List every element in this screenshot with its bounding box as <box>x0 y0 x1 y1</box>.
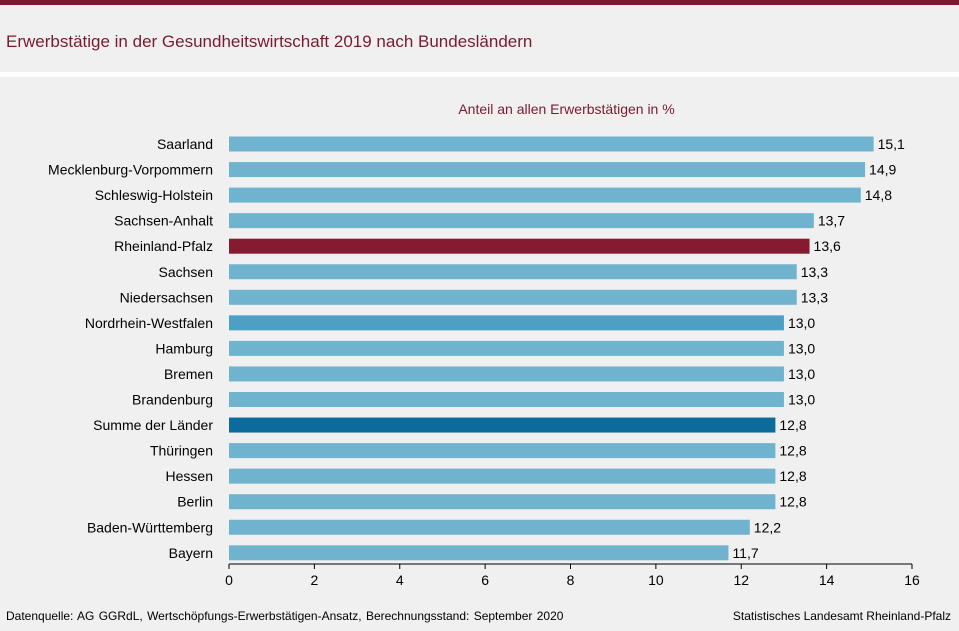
x-tick-label: 10 <box>648 572 664 588</box>
bar <box>229 289 797 305</box>
category-label: Schleswig-Holstein <box>95 187 213 203</box>
bar-chart: Anteil an allen Erwerbstätigen in % Saarl… <box>48 101 920 588</box>
top-accent-rule <box>0 0 959 5</box>
publisher-credit: Statistisches Landesamt Rheinland-Pfalz <box>732 609 951 623</box>
value-label: 13,7 <box>818 213 845 229</box>
category-label: Hamburg <box>155 340 213 356</box>
bar <box>229 366 784 382</box>
value-label: 13,3 <box>801 264 828 280</box>
x-tick-label: 16 <box>904 572 920 588</box>
bar <box>229 468 776 484</box>
bar <box>229 545 729 561</box>
value-label: 12,8 <box>779 494 806 510</box>
value-label: 12,8 <box>779 417 806 433</box>
bar <box>229 162 866 178</box>
category-label: Nordrhein-Westfalen <box>85 315 213 331</box>
value-label: 14,8 <box>865 187 892 203</box>
value-label: 13,6 <box>814 238 841 254</box>
category-label: Saarland <box>157 136 213 152</box>
category-label: Sachsen <box>159 264 213 280</box>
value-label: 12,8 <box>779 468 806 484</box>
bar <box>229 187 861 203</box>
value-label: 13,0 <box>788 315 815 331</box>
bar <box>229 213 814 229</box>
bar <box>229 315 784 331</box>
bar <box>229 238 810 254</box>
category-label: Summe der Länder <box>93 417 213 433</box>
x-tick-label: 0 <box>225 572 233 588</box>
category-label: Bayern <box>169 545 213 561</box>
value-label: 13,0 <box>788 392 815 408</box>
value-label: 12,2 <box>754 519 781 535</box>
chart-subtitle: Anteil an allen Erwerbstätigen in % <box>458 101 674 117</box>
category-label: Sachsen-Anhalt <box>114 213 213 229</box>
value-label: 13,0 <box>788 340 815 356</box>
bar <box>229 443 776 459</box>
bar <box>229 494 776 510</box>
value-label: 15,1 <box>878 136 905 152</box>
x-tick-label: 14 <box>819 572 835 588</box>
bar <box>229 264 797 280</box>
category-label: Niedersachsen <box>120 289 213 305</box>
category-label: Berlin <box>177 494 213 510</box>
category-label: Mecklenburg-Vorpommern <box>48 162 213 178</box>
x-tick-label: 6 <box>481 572 489 588</box>
category-label: Brandenburg <box>132 392 213 408</box>
value-label: 13,3 <box>801 289 828 305</box>
value-label: 13,0 <box>788 366 815 382</box>
category-label: Bremen <box>164 366 213 382</box>
value-label: 11,7 <box>732 545 758 561</box>
value-label: 12,8 <box>779 443 806 459</box>
x-tick-label: 2 <box>310 572 318 588</box>
page-title: Erwerbstätige in der Gesundheitswirtscha… <box>6 32 533 51</box>
title-band: Erwerbstätige in der Gesundheitswirtscha… <box>0 5 959 72</box>
x-tick-label: 4 <box>396 572 404 588</box>
bar <box>229 519 750 535</box>
category-label: Hessen <box>166 468 213 484</box>
x-tick-label: 12 <box>733 572 749 588</box>
source-note: Datenquelle: AG GGRdL, Wertschöpfungs-Er… <box>6 609 564 623</box>
category-label: Thüringen <box>150 443 213 459</box>
x-tick-label: 8 <box>567 572 575 588</box>
chart-panel: Anteil an allen Erwerbstätigen in % Saarl… <box>0 77 959 631</box>
category-label: Rheinland-Pfalz <box>114 238 213 254</box>
bar <box>229 417 776 433</box>
bar <box>229 340 784 356</box>
value-label: 14,9 <box>869 162 896 178</box>
category-label: Baden-Württemberg <box>87 519 213 535</box>
bar <box>229 136 874 152</box>
bar <box>229 392 784 407</box>
